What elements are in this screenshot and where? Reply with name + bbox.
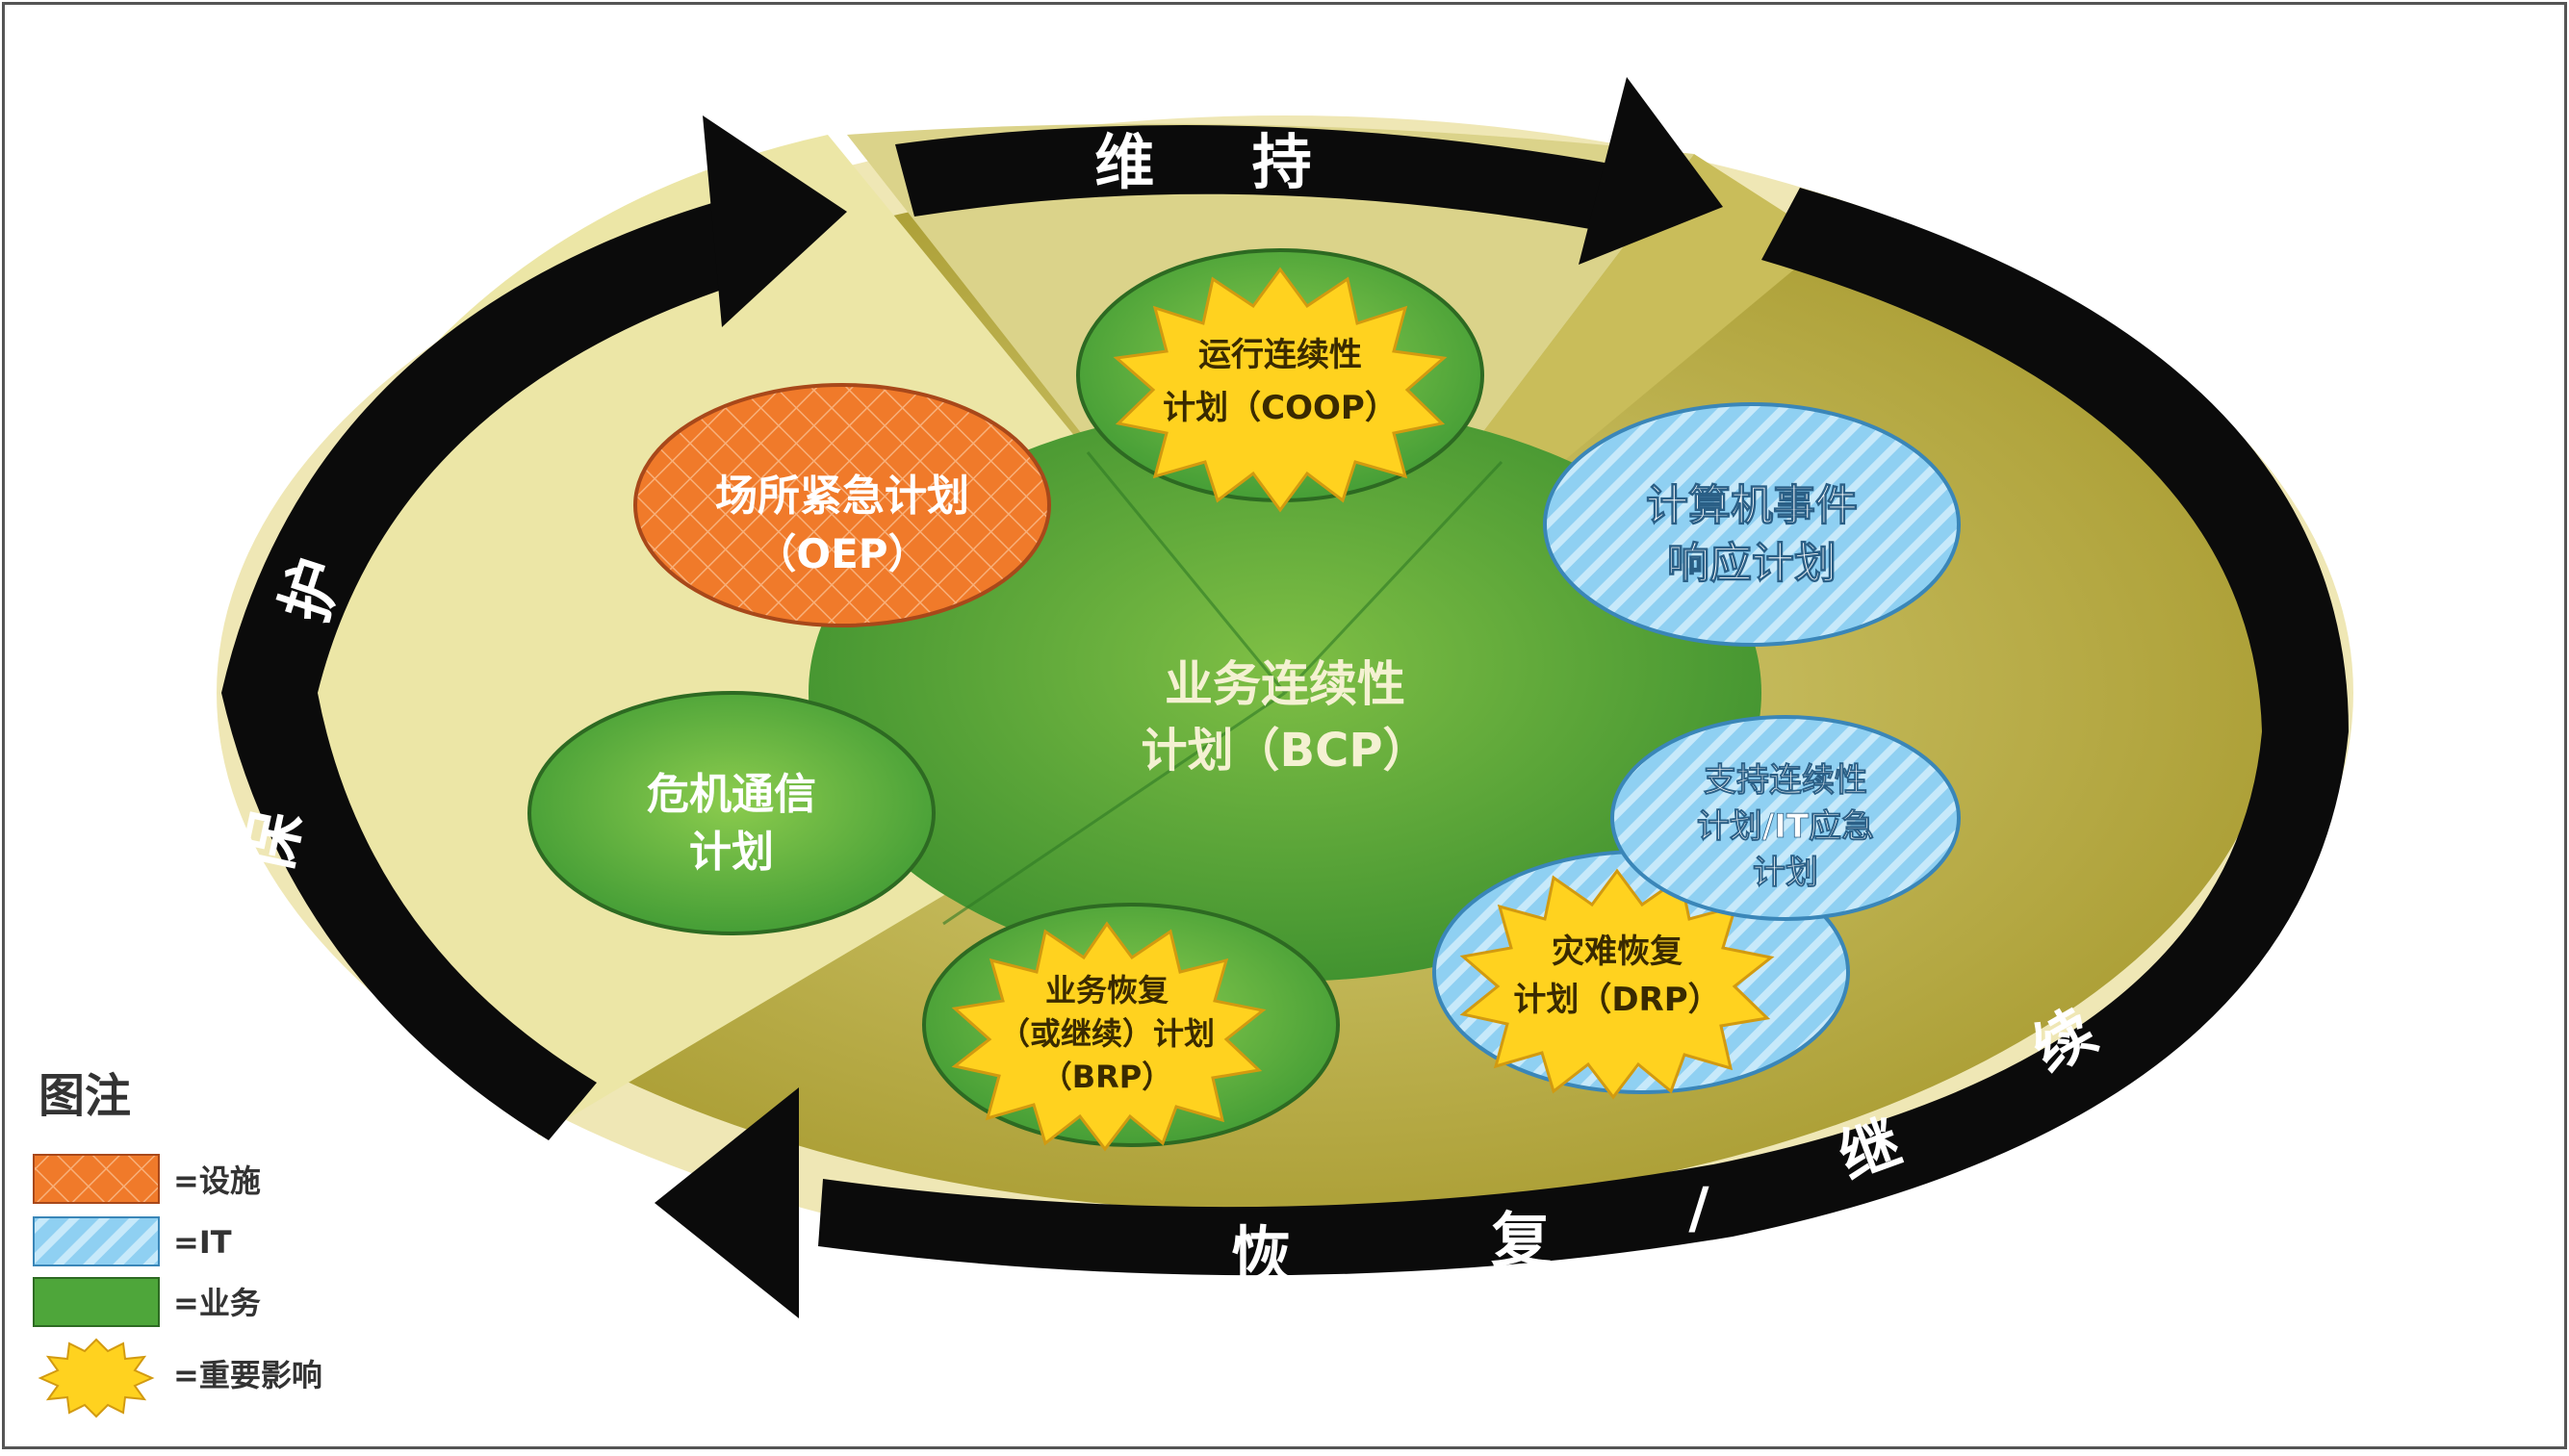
cirp-line1: 计算机事件 [1646, 481, 1858, 530]
cirp-line2: 响应计划 [1667, 539, 1837, 588]
drp-line2: 计划（DRP） [1513, 981, 1720, 1019]
support-line2: 计划/IT应急 [1697, 807, 1874, 846]
arrow-maintain [895, 125, 1636, 236]
impact-burst-coop [1113, 267, 1448, 513]
plan-brp: 业务恢复 （或继续）计划 （BRP） [922, 903, 1340, 1152]
label-recover-slash: / [1688, 1175, 1709, 1240]
label-recover-1: 恢 [1231, 1219, 1291, 1290]
bcp-line2: 计划（BCP） [1142, 724, 1429, 778]
oep-line2: （OEP） [756, 530, 928, 577]
legend-business: =业务 [173, 1285, 261, 1321]
legend-swatch-business [33, 1277, 160, 1327]
coop-line2: 计划（COOP） [1163, 389, 1398, 427]
support-line3: 计划 [1753, 854, 1818, 892]
brp-line2: （或继续）计划 [999, 1015, 1215, 1052]
legend-swatch-it [33, 1216, 160, 1266]
brp-line3: （BRP） [1041, 1059, 1173, 1095]
impact-burst-brp [951, 921, 1267, 1152]
legend: 图注 =设施 =IT =业务 =重要影响 [33, 1069, 322, 1418]
plan-crisis: 危机通信 计划 [527, 691, 936, 935]
crisis-line1: 危机通信 [647, 770, 816, 819]
cycle-arrows: 维 持 护 保 恢 复 / 继 续 [221, 77, 2349, 1318]
arrow-protect [221, 197, 770, 1140]
legend-title: 图注 [39, 1069, 131, 1123]
oep-line1: 场所紧急计划 [715, 472, 969, 521]
sector-protect [301, 135, 1286, 1136]
legend-facility: =设施 [173, 1162, 261, 1199]
plan-support: 支持连续性 计划/IT应急 计划 [1610, 715, 1961, 921]
bcp-line1: 业务连续性 [1165, 656, 1405, 712]
plan-oep: 场所紧急计划 （OEP） [633, 383, 1051, 627]
legend-swatch-impact [38, 1338, 155, 1418]
plan-cirp: 计算机事件 响应计划 [1543, 402, 1961, 647]
brp-line1: 业务恢复 [1045, 972, 1169, 1009]
center-bcp: 业务连续性 计划（BCP） [809, 404, 1761, 982]
legend-impact: =重要影响 [173, 1357, 322, 1393]
crisis-line2: 计划 [689, 828, 774, 877]
legend-swatch-facility [33, 1154, 160, 1204]
plan-drp: 灾难恢复 计划（DRP） [1432, 850, 1850, 1100]
coop-line1: 运行连续性 [1198, 336, 1362, 374]
support-line1: 支持连续性 [1704, 761, 1867, 800]
legend-it: =IT [173, 1224, 232, 1261]
label-recover-2: 复 [1491, 1205, 1551, 1275]
plan-coop: 运行连续性 计划（COOP） [1076, 248, 1484, 513]
drp-line1: 灾难恢复 [1552, 932, 1683, 971]
label-maintain: 维 持 [1094, 127, 1350, 197]
impact-burst-drp [1459, 868, 1775, 1100]
